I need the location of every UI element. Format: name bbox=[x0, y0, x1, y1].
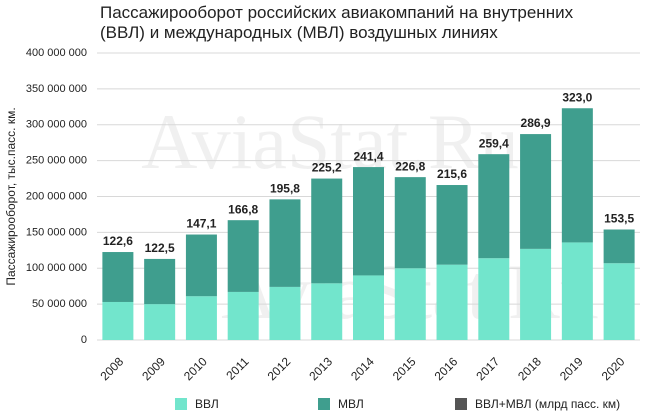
x-tick-label: 2016 bbox=[432, 354, 461, 383]
x-tick-label: 2011 bbox=[223, 354, 251, 382]
bar-segment bbox=[102, 252, 134, 302]
bar-segment bbox=[520, 248, 552, 340]
y-tick-label: 200 000 000 bbox=[26, 190, 87, 202]
legend-swatch bbox=[175, 398, 187, 410]
total-label: 122,6 bbox=[103, 234, 133, 248]
y-tick-label: 400 000 000 bbox=[26, 47, 87, 59]
bar-segment bbox=[478, 154, 510, 259]
bar-segment bbox=[603, 229, 635, 264]
x-tick-label: 2019 bbox=[557, 354, 586, 383]
bar-segment bbox=[436, 264, 468, 340]
total-label: 225,2 bbox=[312, 161, 342, 175]
y-tick-label: 350 000 000 bbox=[26, 83, 87, 95]
total-label: 226,8 bbox=[395, 159, 425, 173]
x-tick-label: 2012 bbox=[265, 354, 294, 383]
total-label: 122,5 bbox=[145, 241, 175, 255]
total-label: 147,1 bbox=[186, 217, 216, 231]
bar-segment bbox=[185, 234, 217, 297]
bar-segment bbox=[520, 134, 552, 249]
y-tick-label: 50 000 000 bbox=[32, 298, 87, 310]
y-axis-label: Пассажирооборот, тыс.пасс. км. bbox=[4, 107, 18, 285]
bar-segment bbox=[144, 304, 176, 340]
legend-swatch bbox=[318, 398, 330, 410]
bar-segment bbox=[394, 177, 426, 269]
bar-segment bbox=[227, 220, 259, 292]
bar-segment bbox=[561, 242, 593, 340]
total-label: 215,6 bbox=[437, 167, 467, 181]
x-tick-label: 2008 bbox=[97, 354, 126, 383]
x-tick-label: 2009 bbox=[139, 354, 168, 383]
bar-segment bbox=[311, 283, 343, 340]
chart-title: Пассажирооборот российских авиакомпаний … bbox=[100, 3, 574, 42]
x-tick-label: 2020 bbox=[599, 354, 628, 383]
total-label: 241,4 bbox=[353, 149, 383, 163]
total-label: 323,0 bbox=[562, 90, 592, 104]
x-tick-label: 2018 bbox=[515, 354, 544, 383]
legend-label: ВВЛ bbox=[195, 397, 219, 411]
legend-swatch bbox=[455, 398, 467, 410]
bar-segment bbox=[269, 286, 301, 340]
total-label: 195,8 bbox=[270, 182, 300, 196]
bar-segment bbox=[144, 258, 176, 305]
bar-segment bbox=[436, 185, 468, 265]
x-tick-label: 2013 bbox=[306, 354, 335, 383]
legend-label: МВЛ bbox=[338, 397, 364, 411]
y-tick-label: 250 000 000 bbox=[26, 155, 87, 167]
total-label: 153,5 bbox=[604, 212, 634, 226]
bar-segment bbox=[394, 268, 426, 340]
y-tick-label: 300 000 000 bbox=[26, 119, 87, 131]
bar-segment bbox=[603, 263, 635, 340]
bar-segment bbox=[227, 291, 259, 340]
bar-segment bbox=[102, 301, 134, 340]
y-tick-label: 0 bbox=[81, 334, 87, 346]
bar-segment bbox=[561, 108, 593, 243]
bar-segment bbox=[185, 296, 217, 340]
y-tick-label: 100 000 000 bbox=[26, 262, 87, 274]
legend-label: ВВЛ+МВЛ (млрд пасс. км) bbox=[475, 397, 620, 411]
bar-segment bbox=[478, 258, 510, 340]
total-label: 259,4 bbox=[479, 136, 509, 150]
bar-segment bbox=[269, 199, 301, 287]
bar-segment bbox=[353, 275, 384, 340]
bar-segment bbox=[311, 178, 343, 284]
total-label: 286,9 bbox=[521, 116, 551, 130]
watermark: AviaStat.Ru bbox=[141, 98, 519, 185]
bar-segment bbox=[353, 167, 384, 276]
y-tick-label: 150 000 000 bbox=[26, 226, 87, 238]
x-tick-label: 2017 bbox=[473, 354, 502, 383]
x-tick-label: 2015 bbox=[390, 354, 419, 383]
total-label: 166,8 bbox=[228, 202, 258, 216]
x-tick-label: 2014 bbox=[348, 354, 377, 383]
x-tick-label: 2010 bbox=[181, 354, 210, 383]
